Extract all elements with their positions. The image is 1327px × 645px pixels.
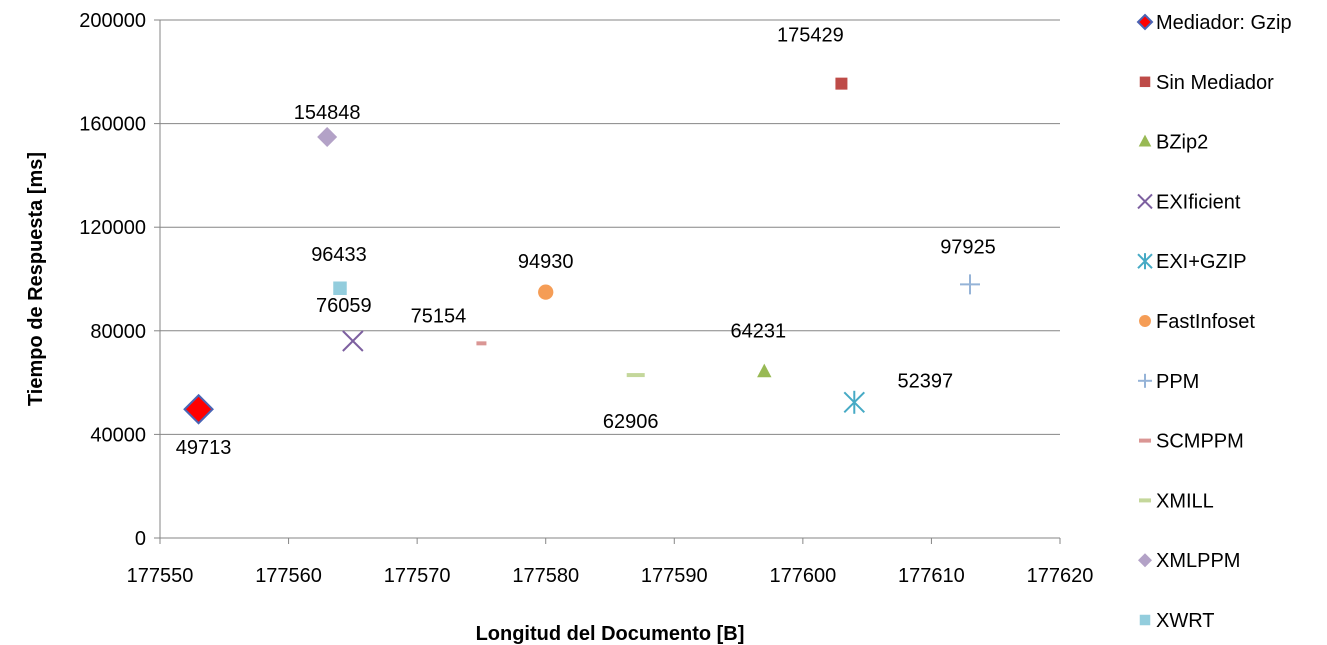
data-label: 62906 [603, 411, 659, 433]
point-exi-gzip [843, 390, 865, 414]
legend-entry: EXI+GZIP [1137, 251, 1247, 273]
legend-entry: XMLPPM [1138, 550, 1240, 572]
point-exificient [342, 330, 364, 352]
legend-label: Mediador: Gzip [1156, 12, 1292, 34]
axes [159, 20, 1061, 544]
legend-entry: PPM [1138, 371, 1199, 393]
x-tick-label: 177610 [898, 565, 965, 587]
point-bzip2 [757, 363, 772, 378]
point-scmppm [476, 341, 487, 346]
legend-entry: SCMPPM [1139, 431, 1244, 453]
legend-entry: XWRT [1139, 610, 1215, 632]
legend-label: XWRT [1156, 610, 1215, 632]
x-axis-title: Longitud del Documento [B] [476, 623, 745, 645]
data-label: 154848 [294, 102, 361, 124]
data-points [183, 77, 980, 425]
legend-label: FastInfoset [1156, 311, 1255, 333]
gridlines [154, 19, 1060, 539]
x-tick-label: 177550 [127, 565, 194, 587]
point-sin-mediador [835, 77, 848, 90]
data-label: 52397 [897, 370, 953, 392]
legend-entry: Mediador: Gzip [1136, 12, 1292, 34]
point-xmill [626, 373, 645, 378]
data-labels: 49713 175429 64231 76059 52397 94930 97925 7515… [176, 25, 996, 460]
y-axis-title: Tiempo de Respuesta [ms] [25, 152, 47, 406]
legend-label: EXIficient [1156, 191, 1241, 213]
y-tick-label: 200000 [79, 10, 146, 32]
legend-entry: BZip2 [1138, 132, 1208, 154]
legend-entry: Sin Mediador [1139, 72, 1274, 94]
x-tick-labels: 177550 177560 177570 177580 177590 177600 1776… [127, 565, 1094, 587]
y-tick-label: 120000 [79, 217, 146, 239]
y-tick-label: 80000 [90, 321, 146, 343]
point-xwrt [333, 281, 347, 295]
data-label: 76059 [316, 295, 372, 317]
legend: Mediador: Gzip Sin Mediador BZip2 EXIficien… [1136, 12, 1292, 632]
x-tick-label: 177580 [512, 565, 579, 587]
point-xmlppm [317, 126, 338, 147]
legend-label: XMILL [1156, 490, 1214, 512]
data-label: 97925 [940, 236, 996, 258]
legend-label: SCMPPM [1156, 431, 1244, 453]
legend-entry: FastInfoset [1139, 311, 1255, 333]
legend-label: PPM [1156, 371, 1199, 393]
point-ppm [960, 274, 980, 295]
legend-label: EXI+GZIP [1156, 251, 1247, 273]
point-mediador-gzip [183, 393, 214, 425]
legend-label: BZip2 [1156, 132, 1208, 154]
legend-label: Sin Mediador [1156, 72, 1274, 94]
x-tick-label: 177590 [641, 565, 708, 587]
x-tick-label: 177570 [384, 565, 451, 587]
y-tick-label: 0 [135, 528, 146, 550]
y-tick-label: 40000 [90, 424, 146, 446]
data-label: 96433 [311, 244, 367, 266]
legend-entry: EXIficient [1137, 191, 1241, 213]
legend-entry: XMILL [1139, 490, 1214, 512]
x-tick-label: 177620 [1027, 565, 1094, 587]
data-label: 94930 [518, 251, 574, 273]
y-tick-labels: 0 40000 80000 120000 160000 200000 [79, 10, 146, 550]
x-tick-label: 177560 [255, 565, 322, 587]
data-label: 64231 [730, 321, 786, 343]
data-label: 49713 [176, 437, 232, 459]
y-tick-label: 160000 [79, 114, 146, 136]
point-fastinfoset [538, 284, 554, 300]
x-tick-label: 177600 [769, 565, 836, 587]
data-label: 75154 [411, 305, 467, 327]
data-label: 175429 [777, 25, 844, 47]
legend-label: XMLPPM [1156, 550, 1240, 572]
